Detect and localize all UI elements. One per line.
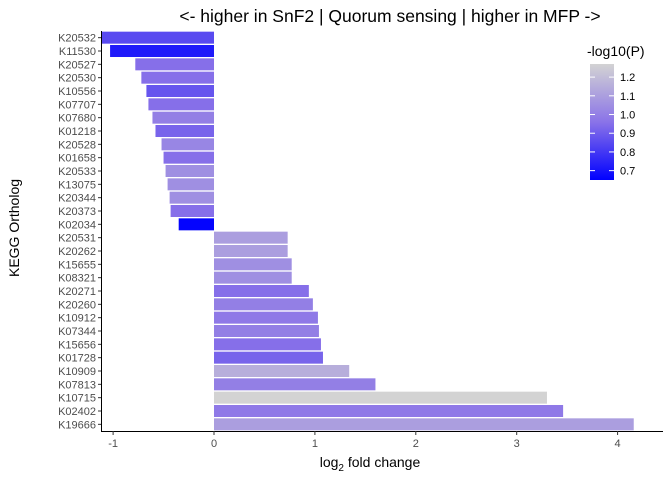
x-tick-label: 3: [514, 438, 520, 450]
bar: [169, 191, 215, 204]
legend-tick-label: 0.7: [620, 166, 635, 178]
bar: [214, 391, 547, 404]
y-tick-label: K11530: [59, 46, 96, 58]
y-tick-label: K08321: [58, 273, 96, 285]
x-tick-label: 4: [615, 438, 621, 450]
y-tick-label: K10912: [58, 313, 96, 325]
bar: [214, 405, 564, 417]
y-tick-label: K02034: [58, 219, 96, 231]
bar: [167, 178, 215, 191]
bar: [214, 271, 292, 284]
y-tick-label: K10909: [58, 366, 96, 378]
chart-title: <- higher in SnF2 | Quorum sensing | hig…: [179, 6, 600, 26]
bar: [214, 351, 323, 364]
bar: [214, 325, 319, 337]
bar: [214, 365, 350, 377]
y-tick-label: K15656: [58, 339, 96, 351]
legend-tick-label: 1.0: [620, 110, 635, 122]
y-tick-label: K10715: [58, 393, 96, 405]
y-tick-label: K20528: [58, 139, 96, 151]
y-tick-label: K20531: [58, 233, 96, 245]
y-tick-label: K07680: [58, 113, 96, 125]
bar: [214, 231, 288, 244]
bar: [146, 85, 215, 97]
y-tick-label: K20344: [58, 193, 96, 205]
y-tick-label: K20373: [58, 206, 96, 218]
y-tick-label: K20271: [58, 286, 96, 298]
bar: [170, 205, 215, 217]
legend-tick-label: 0.8: [620, 147, 635, 159]
bar: [101, 31, 215, 44]
y-tick-label: K20533: [58, 166, 96, 178]
legend-tick-label: 0.9: [620, 128, 635, 140]
x-tick-label: 0: [211, 438, 217, 450]
bar: [178, 218, 215, 231]
legend-ticks: 0.7 0.8 0.9 1.0 1.1 1.2: [590, 72, 635, 178]
y-tick-label: K10556: [58, 86, 96, 98]
y-tick-label: K07813: [58, 379, 96, 391]
y-tick-label: K19666: [58, 419, 96, 431]
legend-colorbar: [590, 64, 614, 180]
bar: [141, 71, 215, 84]
y-tick-label: K13075: [58, 179, 96, 191]
x-tick-label: -1: [108, 438, 118, 450]
bar: [135, 58, 215, 71]
y-tick-label: K01728: [58, 353, 96, 365]
legend-title: -log10(P): [587, 43, 645, 59]
y-tick-label: K20262: [58, 246, 96, 258]
x-axis-label: log2 fold change: [320, 454, 421, 474]
y-tick-label: K20530: [58, 73, 96, 85]
y-tick-label: K20260: [58, 299, 96, 311]
legend-tick-label: 1.1: [620, 91, 635, 103]
bar: [110, 45, 215, 57]
bar: [148, 98, 215, 111]
x-tick-label: 1: [312, 438, 318, 450]
bar: [214, 311, 318, 324]
bar: [214, 378, 376, 391]
y-axis-label: KEGG Ortholog: [6, 179, 22, 277]
y-tick-label: K15655: [58, 259, 96, 271]
y-tick-label: K07707: [58, 99, 96, 111]
x-tick-label: 2: [413, 438, 419, 450]
y-tick-label: K07344: [58, 326, 96, 338]
bar: [163, 151, 215, 164]
x-axis-label-main: log: [320, 454, 339, 470]
y-tick-label: K20527: [58, 59, 96, 71]
y-tick-label: K01658: [58, 153, 96, 165]
bar: [214, 245, 288, 257]
bar: [214, 418, 634, 431]
bar: [214, 298, 313, 311]
bar: [155, 125, 215, 137]
bars-layer: [101, 31, 634, 431]
y-tick-label: K02402: [58, 406, 96, 418]
bar: [152, 111, 215, 124]
bar: [214, 285, 309, 297]
color-legend: -log10(P) 0.7 0.8 0.9 1.0 1.1 1.2: [587, 43, 645, 180]
bar: [214, 258, 292, 271]
x-axis-label-rest: fold change: [344, 454, 420, 470]
bar: [161, 138, 215, 151]
legend-tick-label: 1.2: [620, 72, 635, 84]
y-tick-label: K20532: [58, 33, 96, 45]
y-tick-label: K01218: [58, 126, 96, 138]
bar: [165, 165, 215, 177]
bar: [214, 338, 321, 351]
x-axis-label-subscript: 2: [338, 463, 344, 474]
x-tick-layer: -1 0 1 2 3 4: [108, 431, 621, 450]
